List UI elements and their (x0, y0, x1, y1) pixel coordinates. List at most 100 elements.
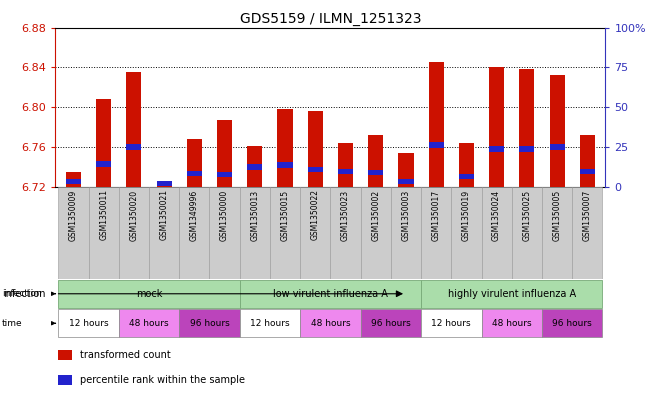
Bar (126, 72, 141, 187)
Bar (58, 375, 72, 385)
Bar (542, 309, 602, 337)
Text: 12 hours: 12 hours (69, 319, 109, 328)
Bar (391, 187, 421, 279)
Bar (542, 187, 572, 279)
Bar (361, 309, 421, 337)
Bar (519, 146, 534, 152)
Bar (240, 309, 300, 337)
Text: GSM1350013: GSM1350013 (251, 189, 259, 241)
Text: GDS5159 / ILMN_1251323: GDS5159 / ILMN_1251323 (240, 12, 421, 26)
Bar (300, 309, 361, 337)
Bar (428, 62, 444, 187)
Bar (179, 187, 210, 279)
Bar (572, 187, 602, 279)
Bar (187, 171, 202, 176)
Bar (361, 187, 391, 279)
Bar (89, 187, 118, 279)
Text: GSM1350019: GSM1350019 (462, 189, 471, 241)
Text: GSM1350011: GSM1350011 (99, 189, 108, 241)
Text: infection: infection (2, 289, 42, 298)
Text: highly virulent influenza A: highly virulent influenza A (448, 289, 575, 299)
Text: GSM1350021: GSM1350021 (159, 189, 169, 241)
Bar (217, 120, 232, 187)
Bar (338, 169, 353, 174)
Bar (489, 67, 504, 187)
Text: GSM1350017: GSM1350017 (432, 189, 441, 241)
Bar (519, 69, 534, 187)
Text: infection: infection (3, 289, 46, 299)
Bar (157, 185, 172, 187)
Text: 96 hours: 96 hours (552, 319, 592, 328)
Text: GSM1349996: GSM1349996 (190, 189, 199, 241)
Bar (482, 309, 542, 337)
Bar (270, 187, 300, 279)
Text: GSM1350007: GSM1350007 (583, 189, 592, 241)
Bar (549, 144, 564, 150)
Text: 12 hours: 12 hours (250, 319, 290, 328)
Bar (482, 187, 512, 279)
Bar (59, 187, 89, 279)
Bar (240, 280, 421, 308)
Bar (96, 161, 111, 167)
Text: low virulent influenza A: low virulent influenza A (273, 289, 388, 299)
Bar (277, 109, 292, 187)
Text: 12 hours: 12 hours (432, 319, 471, 328)
Text: time: time (2, 319, 23, 328)
Bar (210, 187, 240, 279)
Bar (421, 309, 482, 337)
Bar (308, 111, 323, 187)
Text: percentile rank within the sample: percentile rank within the sample (80, 375, 245, 385)
Bar (96, 99, 111, 187)
Bar (368, 170, 383, 176)
Bar (240, 187, 270, 279)
Bar (247, 146, 262, 187)
Text: GSM1350009: GSM1350009 (69, 189, 78, 241)
Text: GSM1350025: GSM1350025 (522, 189, 531, 241)
Bar (398, 153, 413, 187)
Bar (187, 139, 202, 187)
Bar (157, 181, 172, 186)
Text: GSM1350015: GSM1350015 (281, 189, 290, 241)
Text: GSM1350022: GSM1350022 (311, 189, 320, 241)
Text: 96 hours: 96 hours (189, 319, 229, 328)
Text: GSM1350000: GSM1350000 (220, 189, 229, 241)
Bar (300, 187, 330, 279)
Text: GSM1350023: GSM1350023 (341, 189, 350, 241)
Bar (66, 179, 81, 184)
Bar (459, 143, 474, 187)
Bar (126, 144, 141, 150)
Bar (580, 169, 595, 174)
Bar (149, 187, 179, 279)
Bar (421, 187, 451, 279)
Bar (451, 187, 482, 279)
Text: mock: mock (136, 289, 162, 299)
Text: transformed count: transformed count (80, 350, 171, 360)
Bar (549, 75, 564, 187)
Bar (330, 187, 361, 279)
Bar (66, 172, 81, 187)
Bar (459, 174, 474, 180)
Text: 48 hours: 48 hours (492, 319, 532, 328)
Bar (58, 350, 72, 360)
Bar (308, 167, 323, 173)
Text: 48 hours: 48 hours (129, 319, 169, 328)
Bar (398, 179, 413, 184)
Bar (580, 135, 595, 187)
Text: 48 hours: 48 hours (311, 319, 350, 328)
Bar (277, 162, 292, 167)
Bar (59, 309, 118, 337)
Bar (338, 143, 353, 187)
Text: GSM1350020: GSM1350020 (130, 189, 139, 241)
Bar (512, 187, 542, 279)
Text: GSM1350003: GSM1350003 (402, 189, 410, 241)
Bar (217, 172, 232, 178)
Bar (59, 280, 240, 308)
Bar (428, 142, 444, 148)
Text: GSM1350002: GSM1350002 (371, 189, 380, 241)
Bar (179, 309, 240, 337)
Bar (421, 280, 602, 308)
Text: GSM1350005: GSM1350005 (553, 189, 562, 241)
Bar (118, 309, 179, 337)
Bar (247, 164, 262, 169)
Bar (368, 135, 383, 187)
